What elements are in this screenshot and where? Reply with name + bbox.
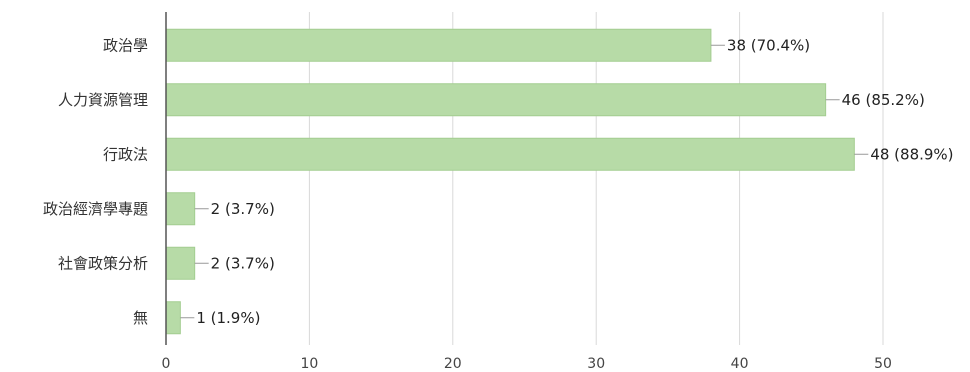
category-label: 無 <box>133 309 148 327</box>
bar <box>165 192 196 226</box>
bar <box>165 137 855 171</box>
category-label: 政治經濟學專題 <box>43 200 148 218</box>
category-label: 政治學 <box>103 36 148 54</box>
data-label: 2 (3.7%) <box>211 200 275 218</box>
data-label: 2 (3.7%) <box>211 254 275 272</box>
x-tick-label: 20 <box>444 356 462 372</box>
data-label: 38 (70.4%) <box>727 36 810 54</box>
category-label: 人力資源管理 <box>58 91 148 109</box>
x-tick-label: 40 <box>731 356 749 372</box>
data-labels: 38 (70.4%) 46 (85.2%) 48 (88.9%) 2 (3.7%) 2 … <box>180 36 954 327</box>
bars <box>165 28 855 335</box>
data-label: 48 (88.9%) <box>870 145 953 163</box>
x-tick-label: 30 <box>587 356 605 372</box>
bar <box>165 301 181 335</box>
x-tick-label: 0 <box>162 356 171 372</box>
bar <box>165 246 196 280</box>
x-tick-label: 50 <box>874 356 892 372</box>
x-tick-label: 10 <box>300 356 318 372</box>
bar <box>165 28 712 62</box>
grid-lines <box>308 12 884 345</box>
category-label: 行政法 <box>103 145 148 163</box>
data-label: 46 (85.2%) <box>842 91 925 109</box>
bar <box>165 83 827 117</box>
category-label: 社會政策分析 <box>58 254 148 272</box>
x-tick-labels: 0 10 20 30 40 50 <box>162 356 892 372</box>
data-label: 1 (1.9%) <box>196 309 260 327</box>
